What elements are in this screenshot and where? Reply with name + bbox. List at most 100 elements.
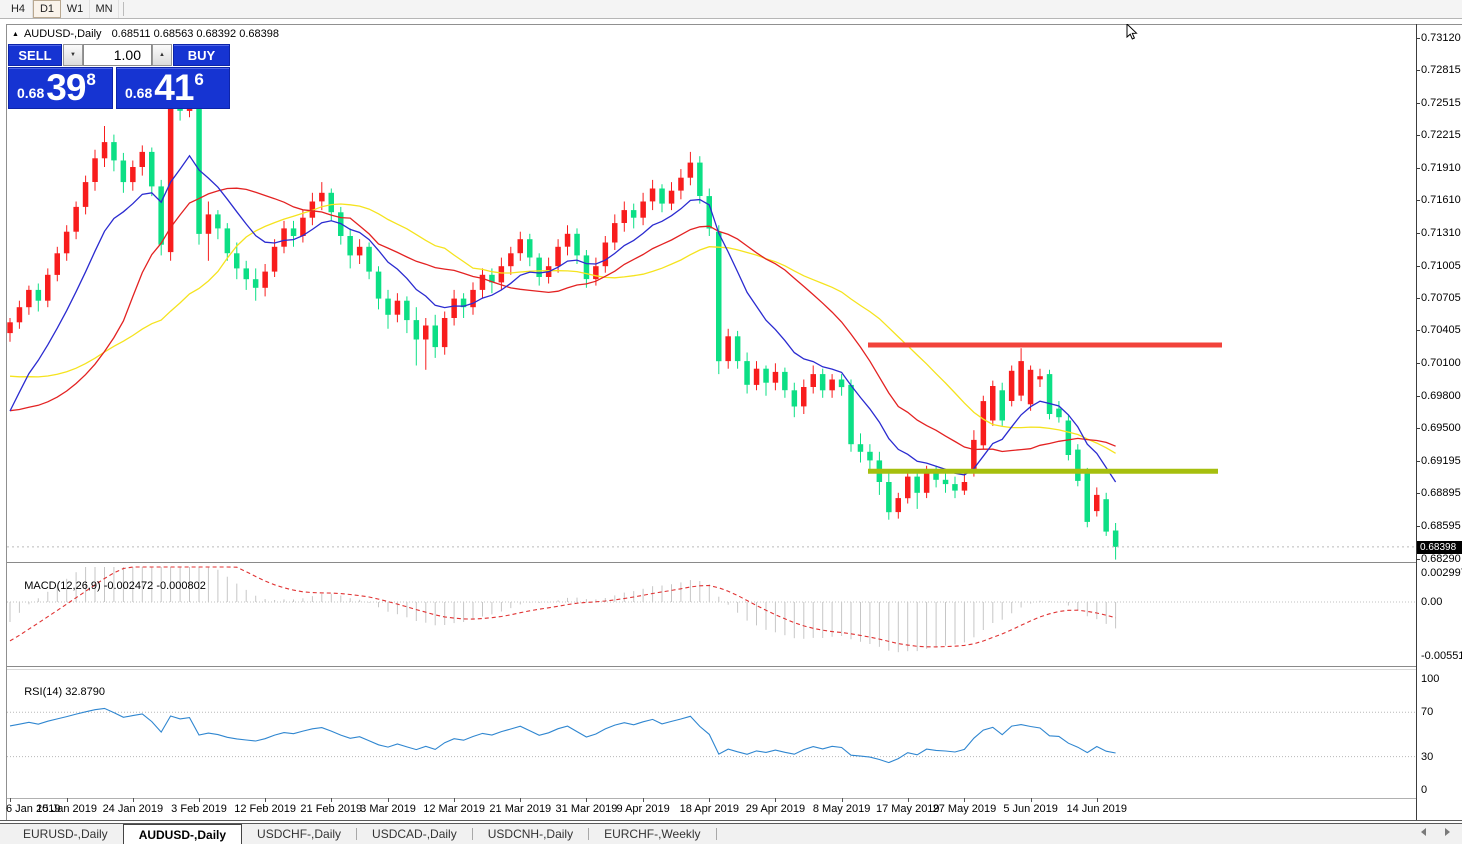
price-tick [1416, 37, 1420, 39]
candle [763, 368, 769, 383]
candle [290, 228, 297, 236]
candle [149, 151, 155, 187]
sell-button[interactable]: SELL [8, 44, 62, 66]
candle [1056, 408, 1062, 418]
date-axis-label: 8 May 2019 [812, 803, 871, 815]
candle [867, 451, 873, 461]
rsi-panel-canvas[interactable] [7, 670, 1416, 798]
symbol-tab-audusddaily[interactable]: AUDUSD-,Daily [122, 824, 243, 844]
date-axis-label: 5 Jun 2019 [1003, 803, 1058, 815]
candle [905, 476, 911, 499]
candle [451, 298, 457, 318]
date-axis-label: 27 May 2019 [932, 803, 997, 815]
candle [782, 371, 788, 391]
candle [432, 325, 438, 348]
timeframe-button-d1[interactable]: D1 [33, 0, 61, 18]
date-tick [67, 798, 68, 802]
candle [423, 325, 429, 340]
sell-price-pip: 8 [86, 70, 96, 89]
candle [262, 271, 268, 288]
date-tick [388, 798, 389, 802]
date-tick [586, 798, 587, 802]
symbol-tab-usdchfdaily[interactable]: USDCHF-,Daily [257, 827, 342, 841]
date-tick [454, 798, 455, 802]
candle [942, 479, 949, 485]
candle [460, 298, 467, 308]
macd-panel-canvas[interactable] [7, 565, 1416, 666]
sell-price-box[interactable]: 0.68 39 8 [8, 67, 113, 109]
candle [271, 246, 278, 272]
one-click-trade-panel: SELL ▼ 1.00 ▲ BUY 0.68 39 8 0.68 41 6 [8, 44, 230, 109]
tab-scroll-right-icon[interactable] [1445, 828, 1450, 836]
date-axis[interactable]: 6 Jan 2019 15 Jan 2019 24 Jan 2019 3 Feb 20… [0, 798, 1416, 820]
candle [574, 233, 580, 256]
date-tick [1097, 798, 1098, 802]
price-tick [1416, 298, 1420, 299]
date-tick [265, 798, 266, 802]
candle [1084, 471, 1090, 522]
candle [498, 266, 505, 283]
symbol-tab-eurusddaily[interactable]: EURUSD-,Daily [23, 827, 108, 841]
volume-decrease-button[interactable]: ▼ [63, 44, 83, 66]
candle [819, 374, 826, 391]
candle [952, 484, 958, 491]
price-axis-label: 0.71610 [1421, 194, 1461, 207]
candle [678, 177, 684, 191]
candle [838, 379, 845, 388]
candle [536, 257, 542, 277]
symbol-tab-usdcaddaily[interactable]: USDCAD-,Daily [372, 827, 457, 841]
candle [980, 401, 987, 446]
timeframe-button-mn[interactable]: MN [90, 0, 119, 18]
buy-price-prefix: 0.68 [125, 85, 153, 101]
timeframe-toolbar: H4 D1 W1 MN [0, 0, 1462, 19]
price-chart-canvas[interactable] [7, 25, 1416, 562]
date-axis-border [7, 798, 1416, 799]
volume-input[interactable]: 1.00 [83, 44, 152, 66]
candle [857, 444, 864, 452]
candle [319, 192, 325, 202]
candle [309, 201, 316, 218]
symbol-tab-eurchfweekly[interactable]: EURCHF-,Weekly [604, 827, 701, 841]
symbol-tab-usdcnhdaily[interactable]: USDCNH-,Daily [487, 827, 574, 841]
timeframe-button-h4[interactable]: H4 [4, 0, 33, 18]
candle [630, 210, 637, 218]
chart-symbol-label: AUDUSD-,Daily [23, 28, 102, 40]
date-tick [643, 798, 644, 802]
candle [772, 371, 779, 383]
rsi-label: RSI(14) 32.8790 [24, 686, 105, 698]
buy-price-box[interactable]: 0.68 41 6 [116, 67, 230, 109]
date-tick [199, 798, 200, 802]
date-tick [331, 798, 332, 802]
ma-fast-line [9, 154, 1117, 483]
date-tick [1031, 798, 1032, 802]
date-tick [842, 798, 843, 802]
price-axis-label: 0.70405 [1421, 324, 1461, 337]
volume-increase-button[interactable]: ▲ [152, 44, 172, 66]
panel-splitter[interactable] [7, 562, 1416, 563]
buy-button[interactable]: BUY [173, 44, 230, 66]
candle [243, 268, 249, 280]
date-axis-label: 17 May 2019 [875, 803, 940, 815]
date-axis-label: 31 Mar 2019 [555, 803, 618, 815]
candle [649, 188, 656, 202]
candle [886, 482, 892, 513]
candle [215, 214, 221, 229]
date-axis-label: 15 Jan 2019 [36, 803, 97, 815]
date-tick [775, 798, 776, 802]
price-axis[interactable]: 0.73120 0.72815 0.72515 0.72215 0.71910 0.716… [1416, 24, 1462, 820]
date-axis-label: 12 Feb 2019 [234, 803, 297, 815]
candle [1103, 499, 1109, 532]
candle [441, 318, 448, 348]
chart-frame-left [6, 24, 7, 820]
current-price-badge: 0.68398 [1417, 541, 1462, 554]
timeframe-button-w1[interactable]: W1 [61, 0, 90, 18]
price-tick [1416, 558, 1420, 560]
price-axis-label: 0.70705 [1421, 292, 1461, 304]
price-tick [1416, 525, 1420, 527]
macd-scale-label: 0.002997 [1421, 566, 1462, 579]
mouse-cursor [1126, 24, 1138, 40]
tab-scroll-left-icon[interactable] [1421, 828, 1426, 836]
candle [224, 228, 231, 254]
candle [668, 190, 675, 204]
panel-splitter[interactable] [7, 666, 1416, 667]
